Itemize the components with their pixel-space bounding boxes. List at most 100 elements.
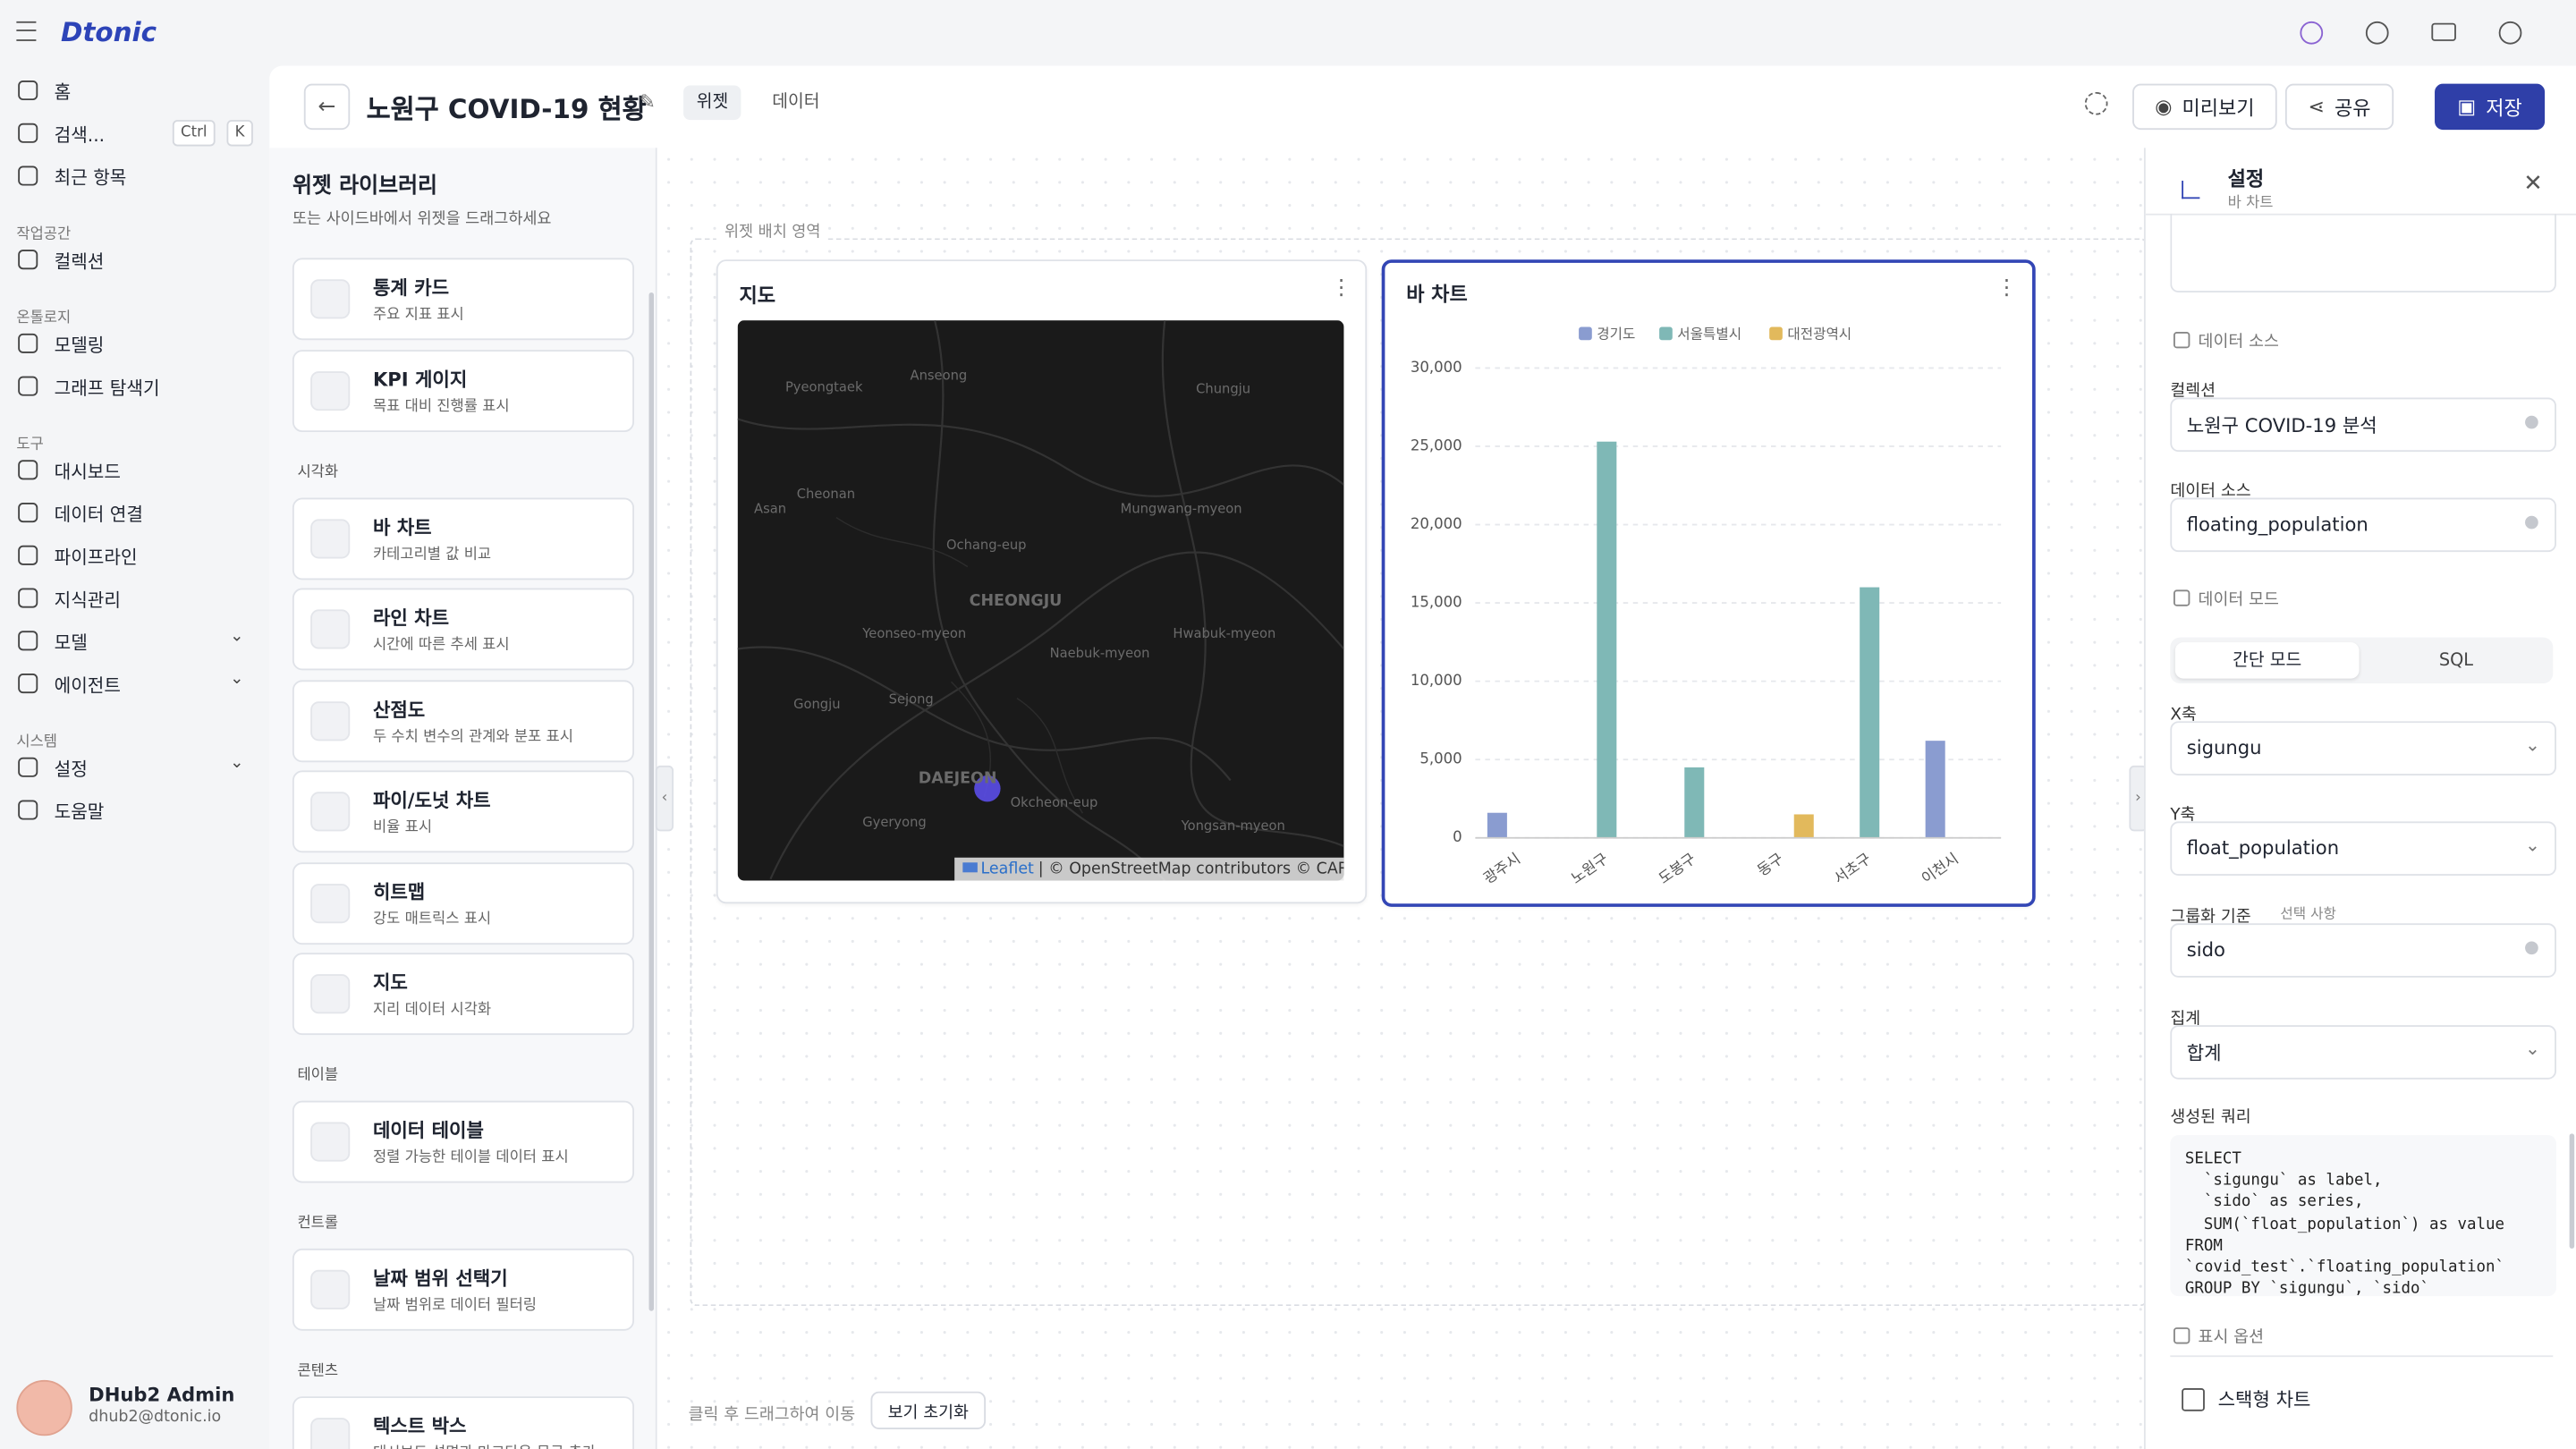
widget-card[interactable]: 텍스트 박스대시보드 설명과 마크다운 문구 추가 <box>292 1396 634 1449</box>
chart-menu[interactable]: ⋮ <box>1996 275 2018 301</box>
scrollbar[interactable] <box>2569 1133 2575 1249</box>
widget-card[interactable]: 바 차트 카테고리별 값 비교 <box>292 496 634 580</box>
display-icon[interactable] <box>2431 22 2456 41</box>
divider <box>2145 213 2576 216</box>
chart-icon <box>2182 181 2200 199</box>
nav-icon <box>18 503 38 523</box>
mode-option[interactable]: 간단 모드 <box>2174 642 2360 679</box>
logo[interactable]: Dtonic <box>60 16 157 48</box>
nav-item[interactable]: 홈 <box>6 72 256 108</box>
nav-item[interactable]: 지식관리 <box>6 580 256 615</box>
settings-icon[interactable] <box>2084 91 2108 115</box>
widget-card[interactable]: 라인 차트 시간에 따른 추세 표시 <box>292 588 634 671</box>
back-button[interactable]: ← <box>303 83 351 131</box>
widget-icon <box>310 518 351 558</box>
tab[interactable]: 데이터 <box>772 91 820 112</box>
widget-card[interactable]: 날짜 범위 선택기 날짜 범위로 데이터 필터링 <box>292 1248 634 1331</box>
reset-view-button[interactable]: 보기 초기화 <box>870 1391 987 1429</box>
widget-name: 텍스트 박스 <box>372 1414 467 1438</box>
widget-description: 대시보드 설명과 마크다운 문구 추가 <box>373 1441 596 1449</box>
map[interactable]: Leaflet | © OpenStreetMap contributors ©… <box>737 320 1344 881</box>
nav-icon <box>18 588 38 608</box>
close-button[interactable]: ✕ <box>2523 171 2543 198</box>
language-icon[interactable] <box>2498 21 2522 45</box>
nav-item[interactable]: 에이전트 ⌄ <box>6 665 256 701</box>
select-box[interactable]: 합계 ⌄ <box>2170 1025 2556 1080</box>
select-box[interactable]: sigungu ⌄ <box>2170 721 2556 775</box>
mode-option[interactable]: SQL <box>2438 650 2474 671</box>
widget-name: 라인 차트 <box>372 606 450 630</box>
shortcut-key: Ctrl <box>172 120 216 147</box>
avatar[interactable] <box>16 1379 72 1436</box>
widget-name: 산점도 <box>372 697 426 721</box>
save-button[interactable]: ▣ 저장 <box>2435 83 2546 131</box>
map-label: Pyeongtaek <box>785 379 863 394</box>
nav-icon <box>18 757 38 777</box>
nav-item[interactable]: 대시보드 <box>6 452 256 487</box>
clear-button[interactable] <box>2525 415 2538 429</box>
widget-card[interactable]: 산점도 두 수치 변수의 관계와 분포 표시 <box>292 679 634 762</box>
widget-card[interactable]: 데이터 테이블 정렬 가능한 테이블 데이터 표시 <box>292 1100 634 1183</box>
tab[interactable]: 위젯 <box>683 85 741 121</box>
query-line: `sigungu` as label, <box>2184 1171 2383 1191</box>
scrollbar[interactable] <box>648 292 655 1311</box>
field-value: floating_population <box>2186 513 2368 536</box>
info-icon[interactable] <box>2365 21 2389 45</box>
map-roads <box>737 320 1344 881</box>
input-box[interactable]: 노원구 COVID-19 분석 <box>2170 397 2556 453</box>
widget-card[interactable]: 히트맵 강도 매트릭스 표시 <box>292 861 634 945</box>
attribution-link[interactable]: Leaflet <box>981 860 1035 878</box>
section-icon <box>2174 332 2190 349</box>
widget-name: 바 차트 <box>372 514 432 538</box>
leaflet-flag <box>962 862 978 873</box>
description-input[interactable] <box>2170 213 2556 292</box>
widget-card[interactable]: KPI 게이지 목표 대비 진행률 표시 <box>292 349 634 432</box>
select-box[interactable]: float_population ⌄ <box>2170 821 2556 876</box>
y-tick-label: 0 <box>1453 828 1462 845</box>
stacked-checkbox[interactable] <box>2182 1388 2205 1411</box>
chevron: ⌄ <box>2525 734 2540 756</box>
map-label: Gyeryong <box>862 815 926 830</box>
share-button[interactable]: ⋖ 공유 <box>2284 83 2394 131</box>
query-line: `sido` as series, <box>2184 1193 2364 1212</box>
library-heading: 테이블 <box>297 1067 339 1085</box>
preview-button[interactable]: ◉ 미리보기 <box>2132 83 2277 131</box>
nav-item[interactable]: 검색... Ctrl K <box>6 115 256 151</box>
map-label: Hwabuk-myeon <box>1173 626 1275 641</box>
nav-item[interactable]: 컬렉션 <box>6 242 256 277</box>
query-line: SELECT <box>2184 1149 2241 1168</box>
input-box[interactable]: floating_population <box>2170 497 2556 553</box>
nav-item[interactable]: 그래프 탐색기 <box>6 368 256 403</box>
map-menu[interactable]: ⋮ <box>1330 275 1352 301</box>
settings-subtitle: 바 차트 <box>2227 195 2274 212</box>
nav-item[interactable]: 파이프라인 <box>6 538 256 573</box>
nav-item[interactable]: 최근 항목 <box>6 157 256 193</box>
map-point[interactable] <box>974 775 1001 802</box>
library-heading: 시각화 <box>297 463 339 481</box>
nav-item[interactable]: 모델 ⌄ <box>6 623 256 658</box>
nav-item[interactable]: 도움말 <box>6 792 256 827</box>
input-box[interactable]: sido <box>2170 923 2556 978</box>
edit-title-icon[interactable]: ✎ <box>639 90 656 114</box>
save-label: 저장 <box>2486 96 2522 120</box>
nav-label: 에이전트 <box>54 674 121 697</box>
x-tick-label: 이천시 <box>1919 850 1962 887</box>
nav-item[interactable]: 데이터 연결 <box>6 495 256 530</box>
widget-card[interactable]: 지도 지리 데이터 시각화 <box>292 953 634 1036</box>
nav-item[interactable]: 모델링 <box>6 326 256 361</box>
menu-button[interactable] <box>16 21 37 41</box>
map-label: CHEONGJU <box>970 592 1063 610</box>
widget-card[interactable]: 파이/도넛 차트 비율 표시 <box>292 770 634 853</box>
nav-item[interactable]: 설정 ⌄ <box>6 750 256 785</box>
clear-button[interactable] <box>2525 941 2538 955</box>
widget-card[interactable]: 통계 카드 주요 지표 표시 <box>292 258 634 341</box>
field-value: 노원구 COVID-19 분석 <box>2186 413 2377 437</box>
chevron: ⌄ <box>2525 835 2540 856</box>
bar <box>1860 587 1880 838</box>
legend-swatch <box>1769 326 1783 341</box>
clear-button[interactable] <box>2525 515 2538 530</box>
collapse-library[interactable]: ‹ <box>655 765 674 832</box>
ai-icon[interactable] <box>2300 21 2324 45</box>
widget-icon <box>310 1418 351 1449</box>
nav-label: 설정 <box>54 758 88 781</box>
